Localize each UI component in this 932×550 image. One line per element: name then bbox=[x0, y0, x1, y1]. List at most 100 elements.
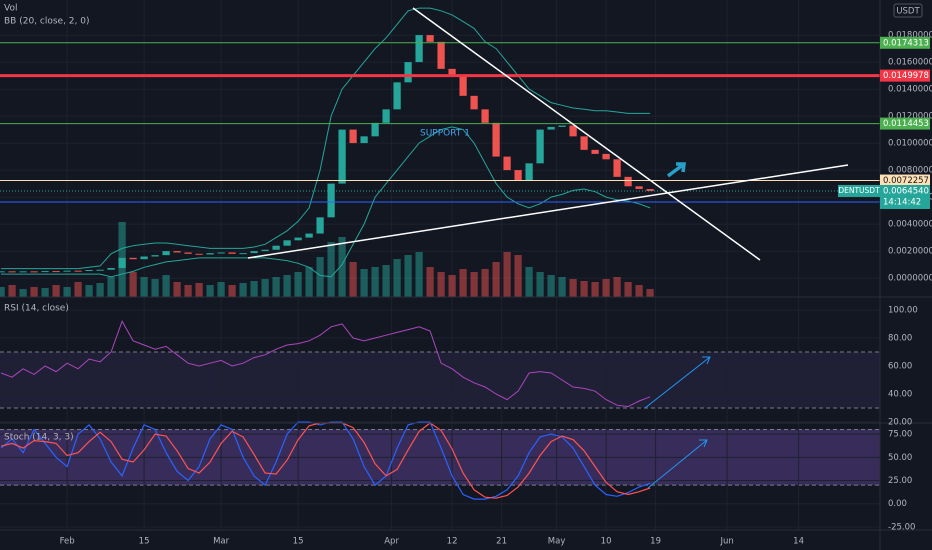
currency-box[interactable] bbox=[893, 3, 923, 18]
candle-body bbox=[173, 251, 181, 253]
volume-bar bbox=[448, 275, 456, 297]
candle-body bbox=[63, 270, 71, 272]
candle-body bbox=[228, 252, 236, 254]
y-tick-label: 80.00 bbox=[888, 334, 912, 344]
candle-body bbox=[558, 125, 566, 127]
volume-bar bbox=[338, 237, 346, 297]
price-level-label: 0.0149978 bbox=[883, 71, 929, 81]
volume-bar bbox=[613, 277, 621, 297]
candle-body bbox=[635, 186, 643, 189]
x-tick-label: Apr bbox=[384, 537, 399, 547]
candle-body bbox=[393, 82, 401, 110]
candle-body bbox=[426, 35, 434, 42]
volume-bar bbox=[74, 282, 82, 297]
y-tick-label: 0.0020000 bbox=[888, 247, 932, 257]
volume-bar bbox=[580, 281, 588, 297]
arrow bbox=[644, 356, 711, 409]
candle-body bbox=[8, 271, 16, 273]
stoch-title: Stoch (14, 3, 3) bbox=[4, 433, 74, 443]
volume-bar bbox=[525, 267, 533, 297]
volume-bar bbox=[602, 279, 610, 297]
price-level-tag bbox=[880, 174, 930, 187]
candle-body bbox=[30, 271, 38, 273]
candle-body bbox=[195, 253, 203, 255]
candle-body bbox=[470, 95, 478, 110]
candle-body bbox=[250, 251, 258, 254]
volume-bar bbox=[41, 288, 49, 297]
candle-body bbox=[448, 68, 456, 76]
y-tick-label: 0.0100000 bbox=[888, 139, 932, 149]
candle-body bbox=[415, 35, 423, 63]
candle-body bbox=[272, 245, 280, 250]
candle-body bbox=[349, 129, 357, 144]
volume-bar bbox=[96, 283, 104, 297]
volume-bar bbox=[393, 259, 401, 297]
candle-body bbox=[536, 129, 544, 164]
volume-bar bbox=[646, 289, 654, 297]
candle-body bbox=[327, 183, 335, 218]
symbol: DENTUSDT bbox=[838, 186, 880, 195]
candle-body bbox=[41, 271, 49, 273]
volume-bar bbox=[349, 262, 357, 297]
volume-bar bbox=[492, 262, 500, 297]
y-tick-label: 20.00 bbox=[888, 418, 912, 428]
volume-bar bbox=[437, 272, 445, 297]
y-tick-label: 0.0000000 bbox=[888, 274, 932, 284]
candle-body bbox=[525, 163, 533, 181]
y-tick-label: 60.00 bbox=[888, 362, 912, 372]
volume-bar bbox=[415, 252, 423, 297]
y-tick-label: -25.00 bbox=[888, 522, 915, 532]
candle-body bbox=[514, 170, 522, 181]
last-price-label: 0.0064540 bbox=[883, 186, 929, 196]
y-tick-label: 75.00 bbox=[888, 430, 912, 440]
volume-bar bbox=[371, 267, 379, 297]
candle-body bbox=[239, 253, 247, 255]
currency[interactable]: USDT bbox=[896, 7, 920, 17]
candle-body bbox=[140, 256, 148, 260]
volume-bar bbox=[30, 287, 38, 297]
candle-body bbox=[569, 125, 577, 137]
candle-body bbox=[107, 267, 115, 270]
x-tick-label: 10 bbox=[601, 537, 612, 547]
volume-title: Vol bbox=[4, 4, 17, 14]
volume-bar bbox=[547, 275, 555, 297]
price-level-tag bbox=[880, 36, 930, 49]
bb-line bbox=[1, 7, 651, 270]
volume-bar bbox=[52, 285, 60, 297]
volume-bar bbox=[195, 283, 203, 297]
x-tick-label: Mar bbox=[213, 537, 230, 547]
volume-bar bbox=[481, 269, 489, 297]
x-tick-label: 21 bbox=[496, 537, 507, 547]
candle-body bbox=[624, 176, 632, 187]
y-tick-label: 50.00 bbox=[888, 453, 912, 463]
candle-body bbox=[338, 129, 346, 184]
volume-bar bbox=[19, 289, 27, 297]
volume-bar bbox=[470, 272, 478, 297]
y-tick-label: 0.0040000 bbox=[888, 220, 932, 230]
trendline bbox=[247, 164, 849, 259]
candle-body bbox=[547, 126, 555, 130]
candle-body bbox=[316, 217, 324, 234]
candle-body bbox=[613, 159, 621, 177]
volume-bar bbox=[558, 277, 566, 297]
price-level-tag bbox=[880, 69, 930, 82]
price-level-label: 0.0072257 bbox=[883, 176, 929, 186]
volume-bar bbox=[250, 281, 258, 297]
x-tick-label: 15 bbox=[293, 537, 304, 547]
volume-bar bbox=[63, 287, 71, 297]
volume-bar bbox=[294, 272, 302, 297]
x-tick-label: 19 bbox=[650, 537, 661, 547]
candle-body bbox=[481, 109, 489, 123]
indicator-title: BB (20, close, 2, 0) bbox=[4, 17, 89, 27]
x-tick-label: 15 bbox=[139, 537, 150, 547]
volume-bar bbox=[404, 255, 412, 297]
y-tick-label: 0.0120000 bbox=[888, 112, 932, 122]
candle-body bbox=[52, 271, 60, 273]
volume-bar bbox=[536, 272, 544, 297]
volume-bar bbox=[184, 285, 192, 297]
x-tick-label: May bbox=[548, 537, 566, 547]
candle-body bbox=[360, 136, 368, 144]
candle-body bbox=[74, 270, 82, 272]
